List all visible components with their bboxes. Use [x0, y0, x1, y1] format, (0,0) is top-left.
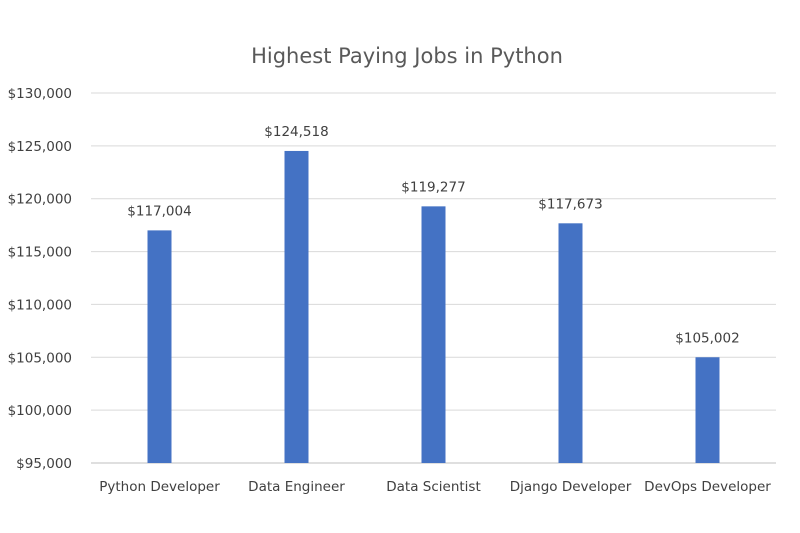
y-tick-label: $100,000 — [8, 403, 72, 419]
data-label: $117,673 — [538, 196, 602, 212]
data-label: $117,004 — [127, 203, 191, 219]
y-tick-label: $130,000 — [8, 86, 72, 102]
bar — [558, 223, 583, 463]
x-tick-label: Django Developer — [510, 479, 632, 495]
x-tick-label: Python Developer — [99, 479, 220, 495]
y-axis-tick-labels: $95,000 $100,000 $105,000 $110,000 $115,000 $… — [8, 86, 72, 472]
bar — [695, 357, 720, 463]
x-tick-label: Data Engineer — [248, 479, 345, 495]
y-tick-label: $110,000 — [8, 297, 72, 313]
bar — [284, 150, 309, 463]
y-tick-label: $95,000 — [16, 456, 72, 472]
chart-title: Highest Paying Jobs in Python — [251, 44, 563, 68]
y-tick-label: $120,000 — [8, 192, 72, 208]
y-tick-label: $125,000 — [8, 139, 72, 155]
x-tick-label: DevOps Developer — [644, 479, 771, 495]
bars — [147, 150, 720, 463]
bar — [147, 230, 172, 463]
data-labels: $117,004 $124,518 $119,277 $117,673 $105,002 — [127, 124, 739, 346]
y-tick-label: $115,000 — [8, 245, 72, 261]
x-tick-label: Data Scientist — [386, 479, 481, 495]
x-axis-category-labels: Python Developer Data Engineer Data Scient… — [99, 479, 771, 495]
bar — [421, 206, 446, 463]
data-label: $119,277 — [401, 179, 465, 195]
data-label: $105,002 — [675, 330, 739, 346]
data-label: $124,518 — [264, 124, 328, 140]
y-tick-label: $105,000 — [8, 350, 72, 366]
